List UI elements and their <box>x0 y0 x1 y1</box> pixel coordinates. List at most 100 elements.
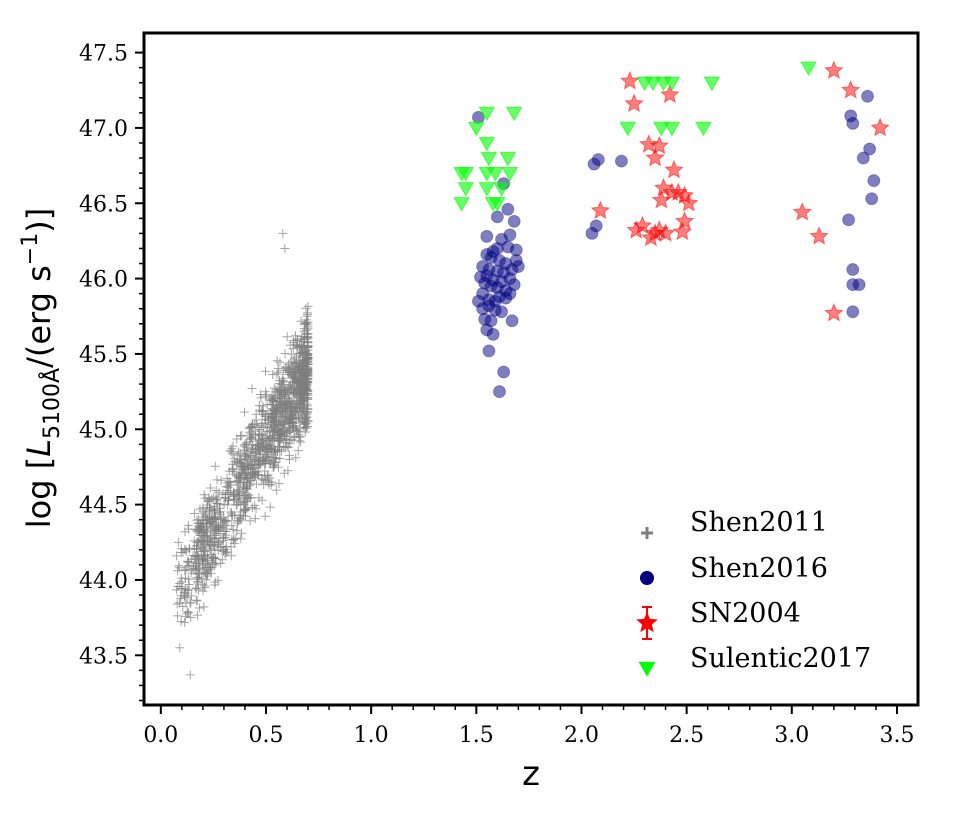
shen2011-point <box>229 535 239 545</box>
shen2011-point <box>251 415 261 425</box>
shen2011-point <box>291 391 301 401</box>
shen2011-point <box>252 456 262 466</box>
shen2011-point <box>295 418 305 428</box>
sulentic2017-point <box>467 121 485 137</box>
shen2011-point <box>282 332 292 342</box>
shen2011-point <box>285 427 295 437</box>
shen2011-point <box>276 379 286 389</box>
shen2011-point <box>191 595 201 605</box>
shen2011-point <box>219 516 229 526</box>
sn2004-point <box>870 117 890 137</box>
shen2011-point <box>278 426 288 436</box>
sn2004-point <box>638 134 659 153</box>
shen2011-point <box>303 417 313 427</box>
shen2011-point <box>303 393 313 403</box>
y-axis-title-exponent: −1 <box>18 233 43 265</box>
shen2011-point <box>184 543 194 553</box>
shen2011-point <box>197 522 207 532</box>
shen2011-point <box>283 442 293 452</box>
shen2011-point <box>245 493 255 503</box>
y-tick-label: 45.0 <box>79 418 128 443</box>
sulentic2017-point <box>457 167 475 182</box>
shen2011-point <box>270 460 280 470</box>
shen2011-point <box>303 338 313 348</box>
shen2011-point <box>256 445 266 455</box>
shen2011-point <box>261 455 271 465</box>
shen2011-point <box>187 565 197 575</box>
shen2011-point <box>247 433 257 443</box>
legend-item-shen2011: Shen2011 <box>641 507 828 539</box>
shen2011-point <box>211 508 221 518</box>
shen2011-point <box>215 504 225 514</box>
shen2011-point <box>301 303 311 313</box>
shen2011-point <box>236 515 246 525</box>
shen2011-point <box>280 243 290 253</box>
shen2011-point <box>284 450 294 460</box>
shen2011-point <box>227 510 237 520</box>
shen2011-point <box>224 466 234 476</box>
series-sn2004 <box>590 60 890 322</box>
shen2011-point <box>219 545 229 555</box>
y-axis-title-symbol: L <box>20 439 58 457</box>
shen2016-point <box>861 89 875 103</box>
shen2011-point <box>185 670 195 680</box>
shen2011-point <box>250 514 260 524</box>
shen2011-point <box>228 441 238 451</box>
shen2011-point <box>210 580 220 590</box>
shen2011-point <box>205 541 215 551</box>
y-tick-label: 46.5 <box>79 192 128 217</box>
shen2011-point <box>191 583 201 593</box>
shen2011-point <box>285 382 295 392</box>
shen2011-point <box>280 349 290 359</box>
shen2011-point <box>176 593 186 603</box>
shen2016-point <box>867 174 881 188</box>
shen2011-point <box>211 485 221 495</box>
sulentic2017-point <box>619 121 637 137</box>
shen2011-point <box>223 482 233 492</box>
shen2011-point <box>183 520 193 530</box>
legend-star-glyph <box>636 611 658 633</box>
shen2011-point <box>284 367 294 377</box>
shen2011-point <box>222 524 232 534</box>
shen2011-point <box>196 543 206 553</box>
shen2011-point <box>238 483 248 493</box>
shen2011-point <box>245 516 255 526</box>
shen2011-point <box>268 370 278 380</box>
shen2011-point <box>182 562 192 572</box>
shen2011-point <box>249 468 259 478</box>
shen2011-point <box>296 378 306 388</box>
shen2011-point <box>272 356 282 366</box>
shen2011-point <box>213 575 223 585</box>
shen2011-point <box>200 557 210 567</box>
shen2011-point <box>205 504 215 514</box>
shen2011-point <box>189 508 199 518</box>
shen2011-point <box>293 426 303 436</box>
shen2016-point <box>856 151 870 165</box>
shen2016-point <box>846 263 860 277</box>
shen2011-point <box>183 556 193 566</box>
shen2011-point <box>278 228 288 238</box>
series-sulentic2017 <box>453 61 817 212</box>
shen2011-point <box>291 453 301 463</box>
sn2004-point <box>651 189 672 209</box>
shen2011-point <box>279 419 289 429</box>
shen2011-point <box>215 509 225 519</box>
shen2011-point <box>239 477 249 487</box>
shen2011-point <box>256 393 266 403</box>
shen2016-point <box>511 260 525 274</box>
y-axis-title-prefix: log [ <box>20 457 58 528</box>
shen2011-point <box>296 384 306 394</box>
shen2011-point <box>278 387 288 397</box>
shen2016-point <box>486 327 500 341</box>
shen2011-point <box>215 529 225 539</box>
shen2011-point <box>303 310 313 320</box>
shen2011-point <box>291 407 301 417</box>
shen2011-point <box>209 492 219 502</box>
sn2004-point <box>824 60 844 79</box>
shen2011-point <box>269 462 279 472</box>
shen2011-point <box>250 471 260 481</box>
shen2011-point <box>198 586 208 596</box>
shen2011-point <box>288 336 298 346</box>
sn2004-point <box>809 226 829 245</box>
